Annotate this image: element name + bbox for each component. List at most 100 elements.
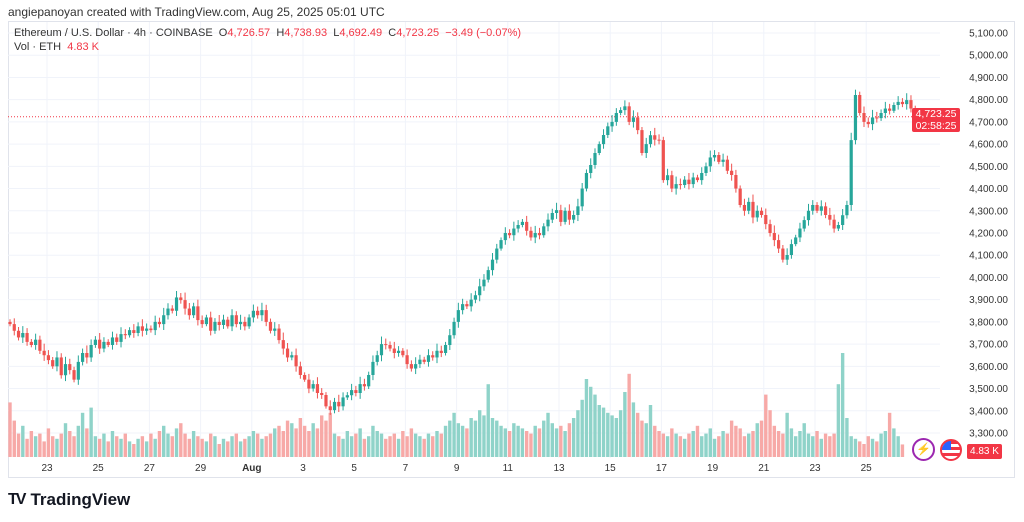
volume-bar <box>422 438 426 457</box>
candle-body <box>777 240 781 249</box>
candle-body <box>422 359 426 362</box>
candle-body <box>166 308 170 316</box>
price-tick-label: 5,000.00 <box>969 51 1008 62</box>
candle-body <box>34 339 38 345</box>
volume-bar <box>631 402 636 457</box>
volume-bar <box>157 431 162 457</box>
volume-bar <box>661 433 666 457</box>
logo-text: TradingView <box>30 490 131 509</box>
volume-bar <box>362 438 367 457</box>
volume-bar <box>559 425 563 457</box>
volume-bar <box>793 436 798 457</box>
volume-bar <box>589 386 593 457</box>
volume-bar <box>576 410 580 457</box>
candle-body <box>806 210 811 221</box>
volume-bar <box>516 425 520 457</box>
candle-body <box>687 179 691 185</box>
volume-bar <box>307 431 311 457</box>
volume-bar <box>392 433 396 457</box>
candle-body <box>102 341 106 349</box>
candle-body <box>21 333 25 338</box>
candle-body <box>747 201 751 211</box>
volume-bar <box>345 431 350 457</box>
candles <box>8 89 922 415</box>
candle-body <box>870 117 875 125</box>
volume-bar <box>371 425 375 457</box>
close-label: C <box>388 27 397 39</box>
candle-body <box>738 188 742 205</box>
candle-body <box>559 210 563 222</box>
volume-bar <box>255 433 260 457</box>
price-tick-label: 3,800.00 <box>969 317 1008 328</box>
volume-bar <box>657 431 661 457</box>
volume-bar <box>341 438 345 457</box>
volume-bar <box>328 412 332 457</box>
volume-bar <box>789 428 794 457</box>
volume-bar <box>563 431 567 457</box>
tradingview-logo[interactable]: TV TradingView <box>8 490 130 510</box>
candle-body <box>614 113 618 122</box>
price-tick-label: 4,000.00 <box>969 273 1008 284</box>
candle-body <box>546 219 550 227</box>
candle-body <box>401 350 405 356</box>
candle-body <box>59 357 63 376</box>
candle-body <box>503 233 507 241</box>
time-tick-label: 25 <box>861 463 873 474</box>
volume-bar <box>93 436 98 457</box>
volume-bar <box>110 431 115 457</box>
volume-bar <box>828 436 832 457</box>
volume-bar <box>76 425 81 457</box>
candle-body <box>461 304 465 311</box>
candle-body <box>221 319 226 325</box>
volume-bar <box>883 431 888 457</box>
us-flag-icon[interactable] <box>940 439 962 461</box>
candle-body <box>623 106 627 111</box>
candle-body <box>670 175 674 189</box>
candle-body <box>119 334 123 342</box>
lightning-icon[interactable]: ⚡ <box>912 438 935 461</box>
candle-body <box>345 395 349 398</box>
candle-body <box>149 328 153 331</box>
volume-bar <box>191 431 196 457</box>
candle-body <box>657 139 661 141</box>
candle-body <box>490 259 495 271</box>
time-tick-label: 25 <box>93 463 105 474</box>
candle-body <box>823 206 828 215</box>
volume-bar <box>127 441 132 457</box>
candle-body <box>277 328 281 341</box>
volume-bar <box>648 405 653 457</box>
candle-body <box>700 173 704 181</box>
volume-bar <box>546 412 550 457</box>
high-value: 4,738.93 <box>284 27 328 39</box>
candle-body <box>238 321 243 325</box>
candle-body <box>593 153 597 165</box>
candle-body <box>268 321 273 331</box>
volume-bar <box>768 410 772 457</box>
candle-body <box>179 297 183 301</box>
volume-bar <box>187 438 192 457</box>
candle-body <box>418 359 422 365</box>
volume-bar <box>593 394 597 457</box>
candle-body <box>781 248 785 260</box>
candle-body <box>443 345 448 353</box>
candle-body <box>610 121 614 127</box>
candle-body <box>324 395 328 407</box>
candle-body <box>708 157 712 167</box>
candle-body <box>704 166 708 173</box>
price-tick-label: 4,400.00 <box>969 184 1008 195</box>
candle-body <box>909 100 913 109</box>
volume-bar <box>208 433 213 457</box>
price-tick-label: 4,700.00 <box>969 117 1008 128</box>
volume-bar <box>136 438 140 457</box>
candle-body <box>627 106 631 122</box>
volume-bar <box>708 428 712 457</box>
volume-bar <box>311 423 315 457</box>
grid <box>8 22 940 458</box>
candle-body <box>597 144 601 153</box>
volume-bar <box>51 436 55 457</box>
candle-body <box>145 328 149 331</box>
close-value: 4,723.25 <box>396 27 440 39</box>
volume-bar <box>8 402 12 457</box>
volume-bar <box>665 436 670 457</box>
